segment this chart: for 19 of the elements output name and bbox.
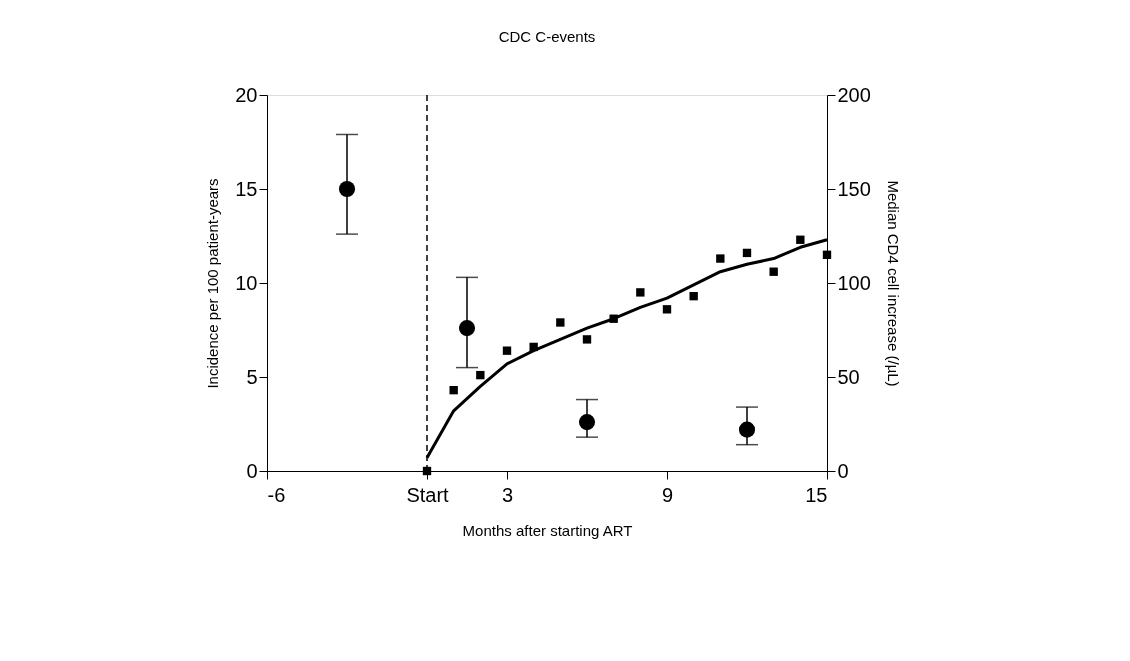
chart-title: CDC C-events bbox=[498, 28, 596, 45]
y-tick-label: 5 bbox=[246, 365, 258, 388]
y-axis-title: Incidence per 100 patient-years bbox=[204, 178, 222, 389]
x-tick-label: Start bbox=[406, 483, 450, 506]
x-tick-label: 3 bbox=[501, 483, 514, 506]
y2-tick-label: 150 bbox=[837, 177, 871, 200]
y2-tick-label: 50 bbox=[837, 365, 860, 388]
y2-axis-title: Median CD4 cell increase (/µL) bbox=[884, 180, 902, 387]
y2-tick-label: 200 bbox=[837, 83, 871, 106]
y2-tick-label: 0 bbox=[837, 459, 849, 482]
x-tick-label: 15 bbox=[805, 483, 828, 506]
y-tick-label: 15 bbox=[235, 177, 258, 200]
y-tick-label: 10 bbox=[235, 271, 258, 294]
y-tick-label: 0 bbox=[246, 459, 258, 482]
x-axis-title: Months after starting ART bbox=[462, 521, 633, 539]
x-tick-label: 9 bbox=[661, 483, 674, 506]
y-tick-label: 20 bbox=[235, 83, 258, 106]
y2-tick-label: 100 bbox=[837, 271, 871, 294]
x-tick-label: -6 bbox=[267, 483, 286, 506]
